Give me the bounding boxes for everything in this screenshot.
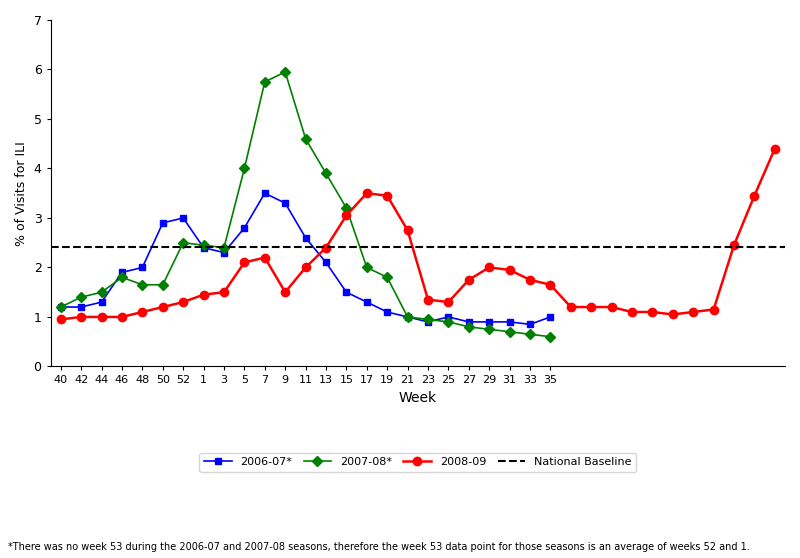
- X-axis label: Week: Week: [398, 391, 437, 405]
- Text: *There was no week 53 during the 2006-07 and 2007-08 seasons, therefore the week: *There was no week 53 during the 2006-07…: [8, 542, 750, 552]
- Y-axis label: % of Visits for ILI: % of Visits for ILI: [15, 141, 28, 246]
- Legend: 2006-07*, 2007-08*, 2008-09, National Baseline: 2006-07*, 2007-08*, 2008-09, National Ba…: [199, 453, 636, 472]
